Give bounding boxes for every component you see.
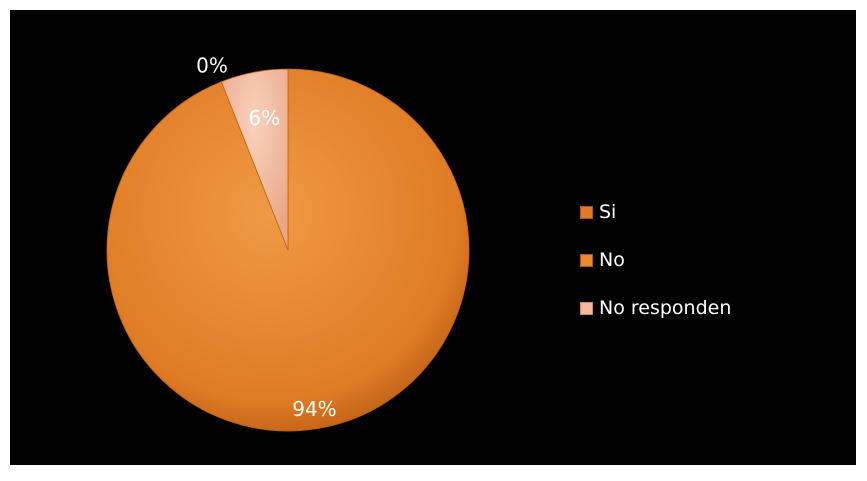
chart-area: 94% 0% 6% Si No No responden: [10, 10, 856, 465]
slice-no-responden: [220, 68, 289, 251]
legend-swatch-icon: [580, 205, 593, 219]
chart-legend: Si No No responden: [580, 200, 731, 344]
data-label-no-responden: 6%: [248, 106, 280, 130]
legend-item-no: No: [580, 248, 731, 272]
pie-chart: 94% 0% 6%: [106, 54, 470, 432]
legend-label: No: [599, 249, 625, 271]
legend-item-si: Si: [580, 200, 731, 224]
legend-swatch-icon: [580, 301, 593, 315]
legend-item-no-responden: No responden: [580, 296, 731, 320]
data-label-si: 94%: [292, 397, 336, 421]
data-label-no: 0%: [196, 54, 228, 78]
legend-label: Si: [599, 201, 617, 223]
legend-swatch-icon: [580, 253, 593, 267]
legend-label: No responden: [599, 297, 732, 319]
